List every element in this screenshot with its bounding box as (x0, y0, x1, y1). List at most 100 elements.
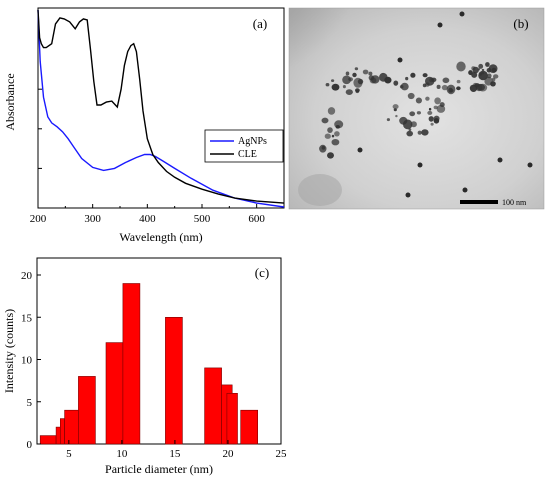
histogram-bar (78, 376, 96, 445)
tem-particle (471, 71, 478, 78)
x-tick-label: 500 (194, 213, 211, 225)
uv-vis-panel: 200 300 400 500 600 Wavelength (nm) Absorban… (3, 7, 285, 244)
tem-particle (357, 147, 363, 153)
tem-particle (410, 72, 416, 78)
histogram-y-ticks: 0 5 10 15 20 (21, 270, 41, 451)
tem-particle (357, 78, 364, 85)
tem-particle (417, 162, 423, 168)
histogram-bar (165, 316, 183, 445)
histogram-bar (59, 418, 65, 445)
histogram-bar (55, 426, 61, 445)
tem-particle (527, 162, 533, 168)
tem-particle (416, 111, 421, 115)
tem-particle (485, 62, 490, 67)
tem-diffuse-region (298, 174, 342, 206)
legend-label-agnps: AgNPs (238, 136, 267, 147)
tem-particle (490, 81, 496, 87)
tem-particle (487, 73, 492, 79)
tem-particle (392, 104, 399, 110)
tem-particle (331, 79, 335, 82)
tem-particle (437, 22, 443, 28)
tem-particle (468, 70, 473, 76)
panel-c-label: (c) (255, 265, 269, 280)
uv-vis-y-ticks (38, 88, 42, 169)
uv-vis-y-axis-label: Absorbance (3, 73, 17, 130)
tem-particle (427, 110, 433, 115)
tem-particle (425, 96, 430, 101)
x-tick-label: 300 (84, 213, 101, 225)
tem-dark-corner (289, 8, 360, 80)
tem-particle (439, 102, 445, 108)
tem-particle (384, 76, 392, 84)
tem-particle (430, 122, 434, 126)
tem-particle (479, 73, 483, 76)
histogram-bar (226, 392, 238, 445)
tem-particle (395, 114, 398, 118)
legend-box (204, 129, 284, 163)
uv-vis-series (37, 9, 285, 208)
tem-particle (475, 84, 483, 92)
tem-particle (327, 107, 336, 115)
tem-particle (459, 11, 465, 17)
tem-particle (456, 61, 466, 72)
tem-particle (393, 80, 399, 86)
tem-particle (352, 72, 357, 78)
x-tick-label: 10 (116, 448, 128, 460)
tem-particle (433, 115, 440, 122)
tem-particle (410, 121, 417, 128)
tem-particle (415, 97, 422, 104)
tem-particle (442, 77, 450, 84)
tem-particle (345, 89, 353, 95)
histogram-x-axis-label: Particle diameter (nm) (105, 462, 213, 476)
tem-particle (473, 82, 478, 87)
histogram-bar (240, 409, 258, 445)
tem-particle (497, 157, 503, 163)
uv-vis-legend: AgNPs CLE (204, 129, 284, 163)
histogram-bar (122, 283, 141, 445)
tem-particle (478, 63, 484, 69)
tem-particle (327, 152, 334, 159)
tem-particle (345, 71, 350, 76)
x-tick-label: 25 (276, 448, 288, 460)
y-tick-label: 0 (27, 439, 33, 451)
tem-particle (342, 75, 351, 85)
tem-particle (370, 75, 380, 84)
tem-particle (428, 116, 434, 122)
tem-particle (399, 116, 408, 125)
histogram-y-axis-label: Intensity (counts) (2, 309, 16, 393)
legend-label-cle: CLE (238, 149, 257, 160)
size-distribution-panel: 5 10 15 20 25 0 5 10 15 20 Particle diameter (nm… (2, 257, 288, 476)
tem-particle (355, 88, 360, 93)
histogram-bar (64, 409, 79, 445)
tem-particle (327, 127, 333, 133)
tem-particle (456, 79, 461, 84)
uv-vis-plot-frame (37, 7, 285, 209)
tem-particle (436, 84, 441, 89)
tem-scale-bar-label: 100 nm (502, 198, 527, 207)
tem-particle (406, 130, 414, 137)
tem-particle (334, 131, 340, 137)
tem-particle (405, 192, 411, 198)
tem-particle (421, 129, 429, 136)
tem-particle (409, 111, 416, 117)
histogram-bar (39, 435, 57, 445)
tem-particle (400, 82, 409, 91)
tem-particle (481, 68, 485, 72)
tem-particle (324, 133, 331, 139)
tem-particle (386, 118, 390, 122)
uv-vis-x-axis-label: Wavelength (nm) (119, 230, 202, 244)
y-tick-label: 10 (21, 355, 33, 367)
tem-particle (446, 84, 456, 95)
tem-particle (462, 187, 468, 193)
tem-particle (422, 83, 427, 88)
tem-particle (407, 92, 415, 100)
tem-particle (486, 68, 492, 73)
tem-particle (342, 85, 346, 89)
x-tick-label: 15 (169, 448, 181, 460)
tem-particle (397, 57, 403, 63)
tem-particle (408, 128, 412, 132)
tem-image-panel: 100 nm (b) (288, 7, 545, 210)
series-line-cle (37, 9, 285, 204)
tem-image-border (288, 7, 545, 210)
